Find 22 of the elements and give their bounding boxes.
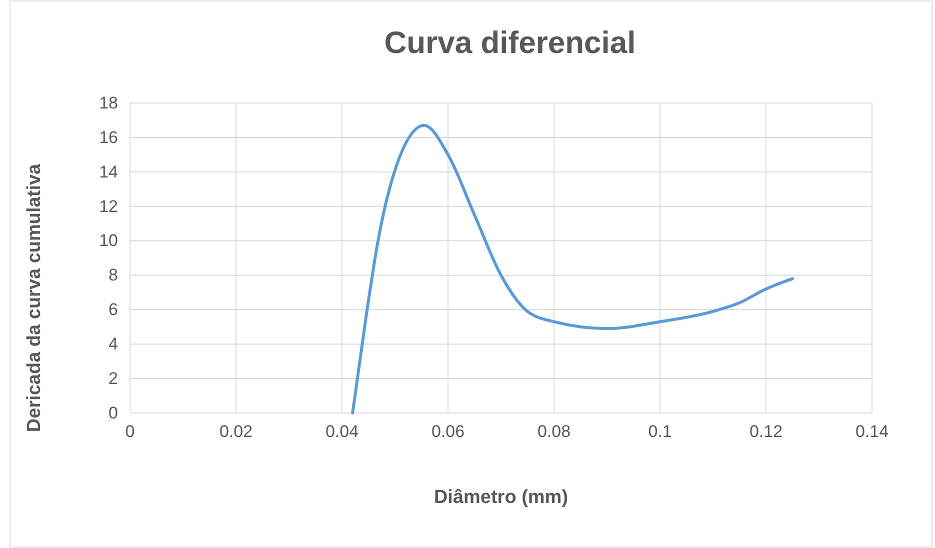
x-tick-label: 0 bbox=[125, 422, 135, 442]
y-tick-label: 2 bbox=[108, 368, 118, 388]
line-series bbox=[351, 124, 794, 414]
x-tick-label: 0.12 bbox=[749, 422, 783, 442]
x-tick-label: 0.08 bbox=[537, 422, 571, 442]
y-tick-label: 4 bbox=[108, 334, 118, 354]
y-tick-label: 18 bbox=[99, 93, 118, 112]
x-tick-label: 0.14 bbox=[855, 422, 889, 442]
x-tick-label: 0.02 bbox=[219, 422, 253, 442]
y-tick-label: 10 bbox=[99, 231, 118, 250]
x-tick-label: 0.06 bbox=[431, 422, 465, 442]
y-tick-label: 0 bbox=[108, 403, 118, 422]
y-tick-label: 14 bbox=[99, 162, 118, 182]
x-tick-label: 0.04 bbox=[325, 422, 359, 442]
y-tick-label: 12 bbox=[99, 196, 118, 216]
y-tick-label: 6 bbox=[108, 300, 118, 320]
y-tick-label: 16 bbox=[99, 128, 118, 147]
x-tick-label: 0.1 bbox=[648, 422, 672, 442]
y-axis-title: Dericada da curva cumulativa bbox=[24, 163, 45, 432]
x-axis-title: Diâmetro (mm) bbox=[434, 487, 568, 508]
y-tick-label: 8 bbox=[108, 266, 118, 285]
chart-title: Curva diferencial bbox=[384, 25, 636, 60]
